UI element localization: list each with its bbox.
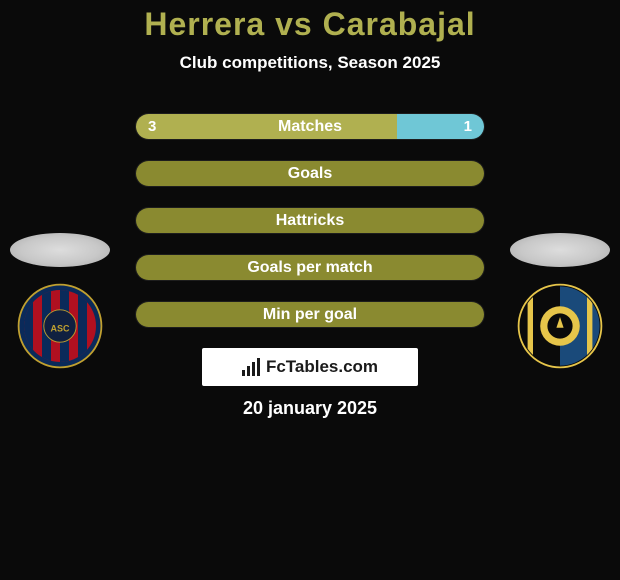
stat-row: Min per goal: [135, 301, 485, 328]
stat-right-bar: 1: [397, 114, 484, 139]
stat-right-bar: [472, 302, 484, 327]
stat-row: Goals: [135, 160, 485, 187]
stat-right-bar: [472, 255, 484, 280]
page-title: Herrera vs Carabajal: [0, 6, 620, 43]
stat-left-bar: [136, 208, 472, 233]
player-left-badge: ASC: [10, 281, 110, 371]
player-right-badge: [510, 281, 610, 371]
stat-row: 31Matches: [135, 113, 485, 140]
player-left-silhouette: [10, 233, 110, 267]
stat-left-bar: [136, 161, 472, 186]
club-badge-left-icon: ASC: [10, 281, 110, 371]
svg-text:ASC: ASC: [50, 323, 70, 333]
stat-left-bar: 3: [136, 114, 397, 139]
player-right: [510, 233, 610, 371]
player-left: ASC: [10, 233, 110, 371]
stat-row: Hattricks: [135, 207, 485, 234]
stat-right-bar: [472, 161, 484, 186]
footer-date: 20 january 2025: [0, 398, 620, 419]
subtitle: Club competitions, Season 2025: [0, 53, 620, 73]
comparison-infographic: Herrera vs Carabajal Club competitions, …: [0, 0, 620, 419]
club-badge-right-icon: [510, 281, 610, 371]
bar-chart-icon: [242, 358, 260, 376]
footer-logo-text: FcTables.com: [266, 357, 378, 377]
stat-left-value: 3: [148, 118, 156, 135]
player-right-silhouette: [510, 233, 610, 267]
footer-logo: FcTables.com: [202, 348, 418, 386]
stat-left-bar: [136, 302, 472, 327]
stat-left-bar: [136, 255, 472, 280]
stat-right-bar: [472, 208, 484, 233]
stat-right-value: 1: [464, 118, 472, 135]
stat-row: Goals per match: [135, 254, 485, 281]
stats-area: ASC: [0, 113, 620, 328]
